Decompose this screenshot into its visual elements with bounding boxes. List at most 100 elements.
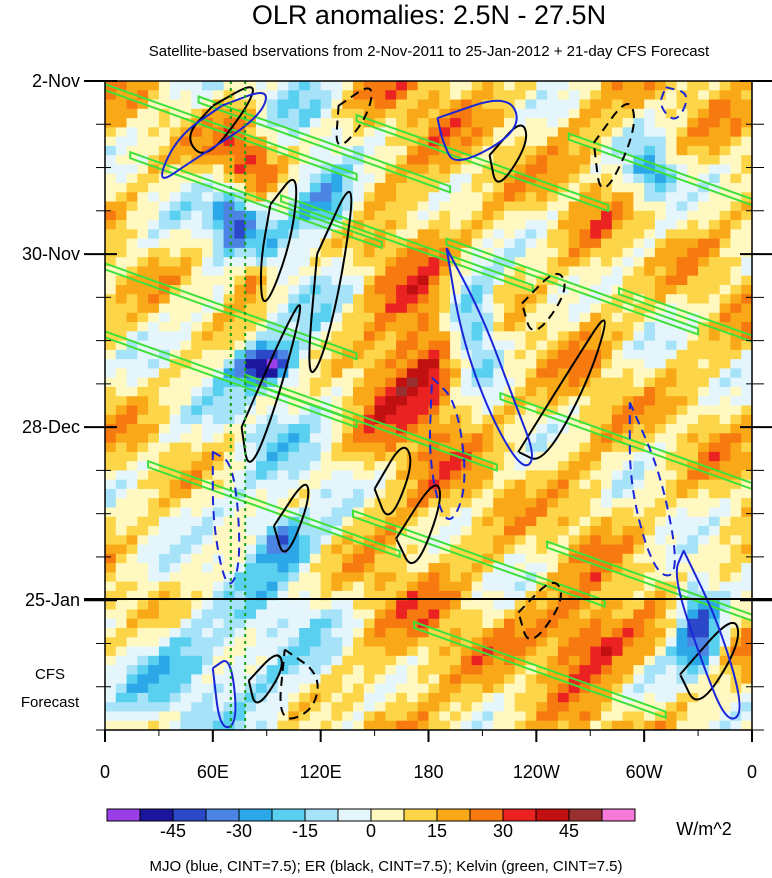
heatmap-cell [234, 405, 246, 416]
heatmap-cell [698, 118, 710, 128]
heatmap-cell [482, 377, 494, 388]
heatmap-cell [654, 692, 667, 703]
heatmap-cell [601, 192, 613, 203]
heatmap-cell [708, 284, 721, 295]
x-tick-label: 120E [300, 762, 342, 782]
heatmap-cell [126, 470, 138, 481]
heatmap-cell [547, 572, 559, 583]
heatmap-cell [320, 414, 333, 425]
heatmap-cell [525, 461, 537, 471]
heatmap-cell [622, 229, 634, 240]
heatmap-cell [385, 720, 397, 730]
heatmap-cell [471, 90, 484, 101]
heatmap-cell [331, 628, 343, 638]
heatmap-cell [320, 108, 333, 119]
heatmap-cell [191, 99, 203, 110]
heatmap-cell [450, 553, 462, 564]
heatmap-cell [590, 182, 602, 193]
heatmap-cell [288, 470, 300, 481]
heatmap-cell [665, 516, 678, 527]
heatmap-cell [676, 692, 688, 703]
heatmap-cell [450, 312, 462, 323]
heatmap-cell [579, 284, 591, 295]
heatmap-cell [601, 229, 613, 240]
heatmap-cell [374, 201, 386, 212]
x-tick-label: 60E [197, 762, 229, 782]
heatmap-cell [439, 340, 451, 351]
heatmap-cell [471, 331, 484, 342]
heatmap-cell [212, 600, 225, 611]
heatmap-cell [450, 461, 462, 471]
heatmap-cell [536, 247, 548, 258]
heatmap-cell [115, 451, 128, 462]
heatmap-cell [514, 192, 527, 203]
heatmap-cell [644, 284, 656, 295]
heatmap-cell [417, 516, 430, 527]
heatmap-cell [266, 535, 279, 546]
heatmap-cell [601, 108, 613, 119]
heatmap-cell [590, 238, 602, 249]
heatmap-cell [590, 692, 602, 703]
heatmap-cell [309, 600, 322, 611]
heatmap-cell [115, 711, 128, 722]
heatmap-cell [665, 665, 678, 675]
heatmap-cell [698, 220, 710, 230]
heatmap-cell [654, 247, 667, 258]
heatmap-cell [719, 563, 732, 573]
heatmap-cell [547, 665, 559, 675]
heatmap-cell [493, 145, 505, 156]
heatmap-cell [169, 507, 182, 518]
heatmap-cell [105, 377, 117, 388]
heatmap-cell [601, 720, 613, 730]
heatmap-cell [557, 628, 570, 638]
heatmap-cell [245, 155, 257, 166]
heatmap-cell [536, 507, 548, 518]
heatmap-cell [428, 414, 440, 425]
heatmap-cell [568, 507, 581, 518]
heatmap-cell [741, 331, 752, 342]
heatmap-cell [245, 507, 257, 518]
heatmap-cell [202, 563, 214, 573]
heatmap-cell [406, 405, 419, 416]
heatmap-cell [396, 516, 408, 527]
heatmap-cell [115, 424, 128, 434]
heatmap-cell [601, 173, 613, 184]
heatmap-cell [288, 349, 300, 360]
heatmap-cell [180, 182, 192, 193]
heatmap-cell [417, 692, 430, 703]
heatmap-cell [202, 192, 214, 203]
heatmap-cell [450, 405, 462, 416]
heatmap-cell [342, 581, 354, 592]
heatmap-cell [374, 600, 386, 611]
heatmap-cell [245, 692, 257, 703]
heatmap-cell [471, 424, 484, 434]
heatmap-cell [180, 201, 192, 212]
er-contour [335, 87, 373, 146]
heatmap-cell [579, 618, 591, 629]
heatmap-cell [482, 618, 494, 629]
heatmap-cell [428, 145, 440, 156]
heatmap-cell [730, 581, 742, 592]
heatmap-cell [471, 238, 484, 249]
heatmap-cell [245, 609, 257, 620]
heatmap-cell [471, 81, 484, 91]
heatmap-cell [266, 674, 279, 685]
heatmap-cell [406, 275, 419, 286]
heatmap-cell [547, 275, 559, 286]
heatmap-cell [708, 396, 721, 407]
heatmap-cell [299, 210, 311, 221]
heatmap-cell [730, 424, 742, 434]
heatmap-cell [687, 145, 699, 156]
heatmap-cell [622, 461, 634, 471]
heatmap-cell [730, 488, 742, 499]
heatmap-cell [536, 145, 548, 156]
heatmap-cell [568, 609, 581, 620]
heatmap-cell [309, 581, 322, 592]
heatmap-cell [331, 609, 343, 620]
heatmap-cell [665, 81, 678, 91]
heatmap-cell [126, 368, 138, 379]
heatmap-cell [557, 331, 570, 342]
heatmap-cell [460, 637, 473, 648]
heatmap-cell [557, 405, 570, 416]
heatmap-cell [299, 275, 311, 286]
